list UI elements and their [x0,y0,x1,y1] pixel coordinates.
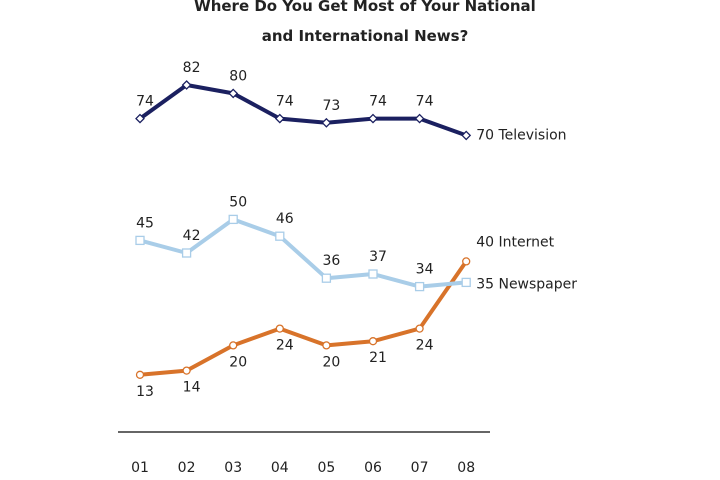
value-label: 73 [322,98,340,114]
value-label: 74 [276,94,294,110]
x-tick-label: 01 [131,460,149,476]
value-label: 46 [276,211,294,227]
marker [181,248,192,258]
value-label: 20 [229,354,247,370]
legend-label: Newspaper [498,276,577,292]
marker [368,113,378,124]
marker [228,88,239,99]
chart-title: Where Do You Get Most of Your National a… [194,0,536,45]
end-label: 40 Internet [476,234,554,250]
value-label: 50 [229,194,247,210]
value-label: 74 [416,94,434,110]
marker [321,117,332,128]
marker [461,277,471,288]
value-label: 40 [476,234,494,250]
value-label: 24 [276,338,294,354]
legend-label: Television [497,127,566,143]
marker [274,113,285,124]
series-line [138,83,467,138]
marker [462,257,471,266]
value-label: 74 [369,94,387,110]
value-label: 13 [136,384,154,400]
x-tick-label: 08 [457,460,475,476]
value-label: 14 [183,380,201,396]
marker [181,80,192,90]
marker [228,214,238,225]
legend-label: Internet [498,234,554,250]
value-label: 21 [369,350,387,366]
marker [321,273,332,283]
value-label: 37 [369,249,387,265]
value-label: 45 [136,215,154,231]
series-line [139,217,467,289]
x-tick-label: 06 [364,460,382,476]
value-label: 24 [416,338,434,354]
x-tick-label: 04 [271,460,289,476]
value-label: 36 [322,253,340,269]
x-tick-label: 02 [178,460,196,476]
marker [368,337,378,346]
x-tick-label: 03 [224,460,242,476]
marker [229,341,238,350]
value-label: 82 [183,60,201,76]
marker [414,281,425,292]
end-label: 35 Newspaper [476,276,577,292]
marker [135,113,145,124]
value-label: 74 [136,94,154,110]
marker [275,324,284,333]
x-tick-label: 07 [411,460,429,476]
marker [415,324,424,333]
marker [368,269,378,279]
series-line [139,260,468,377]
end-label: 70 Television [476,127,566,143]
x-tick-label: 05 [317,460,335,476]
value-label: 42 [183,228,201,244]
marker [135,370,145,379]
marker [182,366,191,375]
value-label: 34 [416,262,434,278]
marker [322,341,331,350]
value-label: 70 [476,127,494,143]
marker [414,113,425,124]
marker [275,231,285,241]
value-label: 35 [476,276,494,292]
value-label: 20 [322,354,340,370]
marker [135,235,145,246]
marker [461,130,472,141]
value-label: 80 [229,68,247,84]
